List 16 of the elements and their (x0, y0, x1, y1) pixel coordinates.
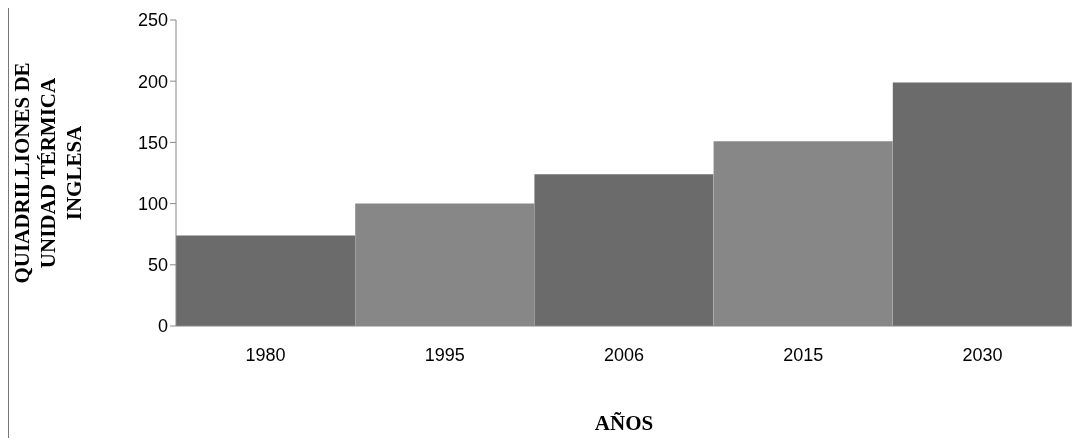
x-tick-label: 2015 (783, 344, 824, 365)
y-tick-label: 100 (137, 193, 168, 214)
x-tick-label: 1995 (424, 344, 465, 365)
x-tick-label: 2030 (962, 344, 1003, 365)
y-tick-label: 250 (137, 10, 168, 31)
bar (892, 82, 1072, 326)
x-tick-label: 2006 (603, 344, 645, 365)
bar (176, 235, 355, 326)
y-tick-label: 150 (137, 132, 168, 153)
y-tick-label: 200 (137, 71, 168, 92)
bar (534, 174, 714, 326)
x-tick-label: 1980 (245, 344, 286, 365)
y-axis-title: QUIADRILLIONES DE UNIDAD TÉRMICA INGLESA (10, 62, 86, 284)
y-tick-label: 0 (157, 316, 168, 337)
x-axis-title: AÑOS (594, 411, 654, 435)
y-tick-label: 50 (147, 255, 168, 276)
